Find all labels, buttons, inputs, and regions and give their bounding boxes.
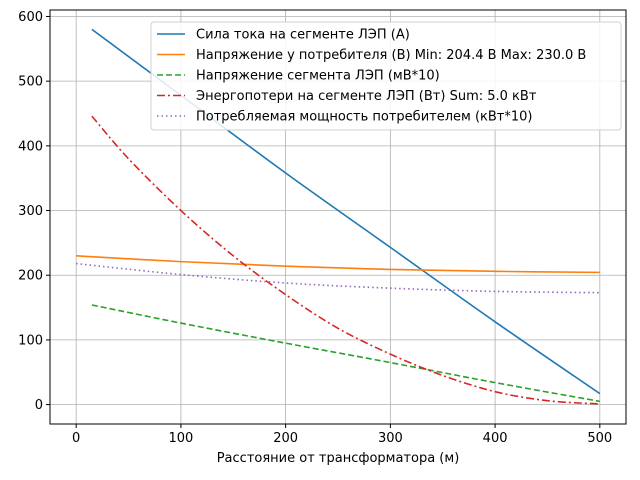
- y-tick-label: 400: [18, 139, 43, 154]
- x-tick-label: 400: [483, 431, 508, 446]
- axis-ticks: 0 100 200 300 400 500 0 100 200 300 400 500 600: [18, 10, 612, 446]
- y-tick-label: 100: [18, 333, 43, 348]
- x-tick-label: 0: [72, 431, 80, 446]
- y-tick-label: 600: [18, 10, 43, 25]
- y-tick-label: 500: [18, 75, 43, 90]
- plot-frame: [49, 9, 627, 425]
- x-tick-label: 100: [168, 431, 193, 446]
- legend-entry-5: Потребляемая мощность потребителем (кВт*…: [196, 110, 532, 125]
- x-tick-label: 300: [378, 431, 403, 446]
- series-line-3: [91, 304, 600, 403]
- y-tick-label: 200: [18, 269, 43, 284]
- legend-box: [150, 21, 622, 131]
- legend-entry-3: Напряжение сегмента ЛЭП (мВ*10): [196, 69, 440, 84]
- series-line-4: [91, 115, 600, 405]
- x-tick-label: 500: [587, 431, 612, 446]
- y-tick-label: 300: [18, 204, 43, 219]
- x-tick-label: 200: [273, 431, 298, 446]
- series-line-2: [76, 255, 600, 274]
- x-axis-label: Расстояние от трансформатора (м): [217, 451, 460, 466]
- legend-entry-4: Энергопотери на сегменте ЛЭП (Вт) Sum: 5…: [196, 89, 537, 104]
- y-tick-label: 0: [35, 398, 43, 413]
- legend-entry-1: Сила тока на сегменте ЛЭП (А): [196, 28, 410, 43]
- legend-entry-2: Напряжение у потребителя (В) Min: 204.4 …: [196, 48, 586, 63]
- legend: Сила тока на сегменте ЛЭП (А) Напряжение …: [150, 21, 622, 131]
